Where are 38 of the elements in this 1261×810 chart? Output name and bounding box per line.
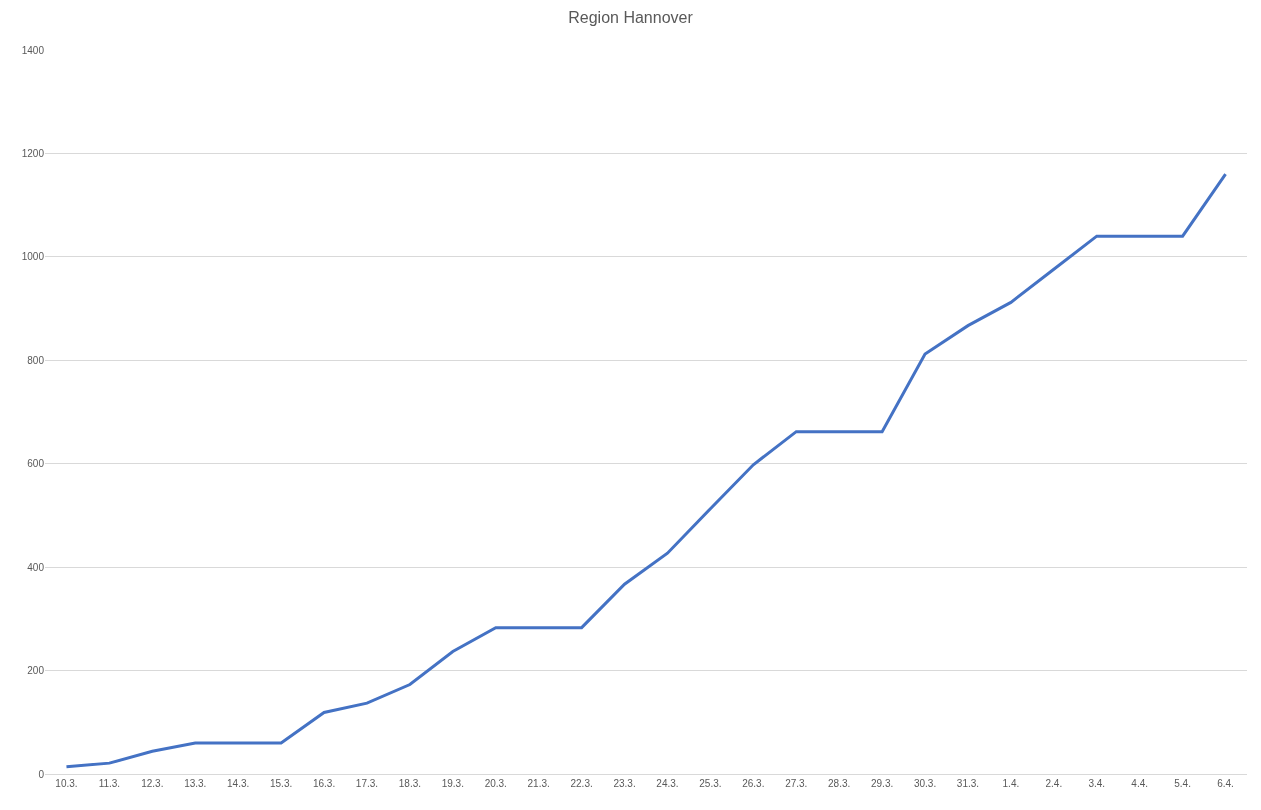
y-tick-label: 0: [38, 768, 45, 780]
x-tick-label: 27.3.: [785, 778, 808, 789]
x-tick-label: 15.3.: [269, 778, 293, 789]
x-tick-label: 18.3.: [398, 778, 422, 789]
x-tick-label: 30.3.: [913, 778, 937, 789]
x-tick-label: 29.3.: [870, 778, 894, 789]
x-tick-label: 4.4.: [1131, 778, 1149, 789]
x-tick-label: 5.4.: [1174, 778, 1191, 789]
line-series: [64, 172, 1228, 769]
y-tick-label: 600: [27, 458, 45, 470]
x-tick-label: 17.3.: [355, 778, 379, 789]
x-tick-label: 23.3.: [613, 778, 636, 789]
x-tick-label: 22.3.: [570, 778, 593, 789]
x-tick-label: 1.4.: [1002, 778, 1020, 789]
x-tick-label: 21.3.: [527, 778, 550, 789]
x-tick-label: 16.3.: [312, 778, 336, 789]
x-tick-label: 20.3.: [484, 778, 507, 789]
x-tick-label: 19.3.: [441, 778, 464, 789]
y-tick-label: 1200: [21, 147, 45, 159]
x-tick-label: 24.3.: [656, 778, 679, 789]
chart-title: Region Hannover: [568, 9, 694, 27]
x-tick-label: 11.3.: [98, 778, 121, 789]
x-tick-label: 14.3.: [227, 778, 250, 789]
y-tick-label: 400: [27, 561, 45, 573]
x-tick-label: 31.3.: [956, 778, 980, 789]
x-tick-label: 3.4.: [1088, 778, 1106, 789]
x-tick-label: 6.4.: [1217, 778, 1234, 789]
y-tick-label: 1000: [21, 251, 45, 263]
x-tick-label: 12.3.: [141, 778, 164, 789]
x-tick-label: 2.4.: [1045, 778, 1063, 789]
x-tick-label: 10.3.: [55, 778, 78, 789]
y-tick-label: 800: [27, 354, 45, 366]
x-tick-label: 28.3.: [828, 778, 851, 789]
x-tick-label: 13.3.: [184, 778, 207, 789]
x-tick-label: 26.3.: [742, 778, 765, 789]
x-tick-label: 25.3.: [699, 778, 722, 789]
y-tick-label: 200: [27, 665, 45, 677]
y-tick-label: 1400: [21, 44, 45, 56]
